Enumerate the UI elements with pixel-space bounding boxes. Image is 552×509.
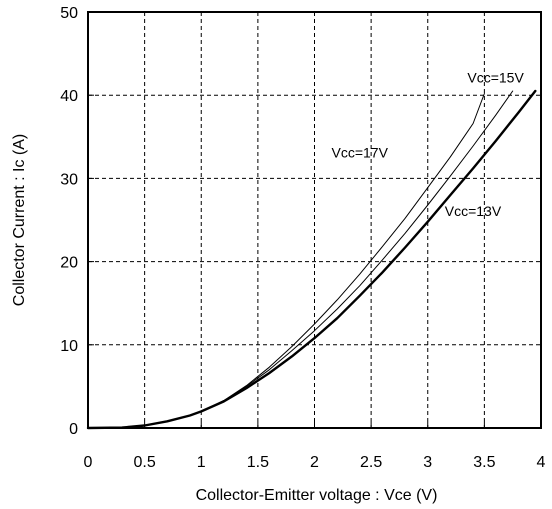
y-tick-label: 20 — [60, 255, 78, 272]
x-tick-label: 2 — [310, 454, 319, 471]
y-tick-label: 50 — [60, 5, 78, 22]
x-tick-label: 1.5 — [247, 454, 269, 471]
series-line-vcc-15v — [87, 90, 514, 429]
series-annotations: Vcc=15V Vcc=17V Vcc=13V — [331, 70, 524, 219]
y-tick-label: 0 — [69, 421, 78, 438]
x-tick-label: 3 — [423, 454, 432, 471]
x-tick-label: 3.5 — [473, 454, 495, 471]
y-tick-label: 10 — [60, 338, 78, 355]
series-annotation: Vcc=15V — [467, 70, 524, 86]
x-tick-label: 0.5 — [134, 454, 156, 471]
x-tick-label: 4 — [537, 454, 546, 471]
series-lines — [86, 89, 537, 430]
grid-lines — [88, 12, 541, 428]
y-tick-label: 40 — [60, 88, 78, 105]
y-axis-title: Collector Current : Ic (A) — [11, 134, 28, 306]
x-axis-title: Collector-Emitter voltage : Vce (V) — [196, 487, 438, 504]
series-annotation: Vcc=13V — [445, 203, 502, 219]
x-tick-label: 1 — [197, 454, 206, 471]
series-annotation: Vcc=17V — [331, 145, 388, 161]
series-line-vcc-13v — [86, 89, 537, 430]
series-line-vcc-17v — [87, 93, 485, 429]
y-tick-label: 30 — [60, 171, 78, 188]
x-tick-label: 0 — [84, 454, 93, 471]
x-tick-label: 2.5 — [360, 454, 382, 471]
